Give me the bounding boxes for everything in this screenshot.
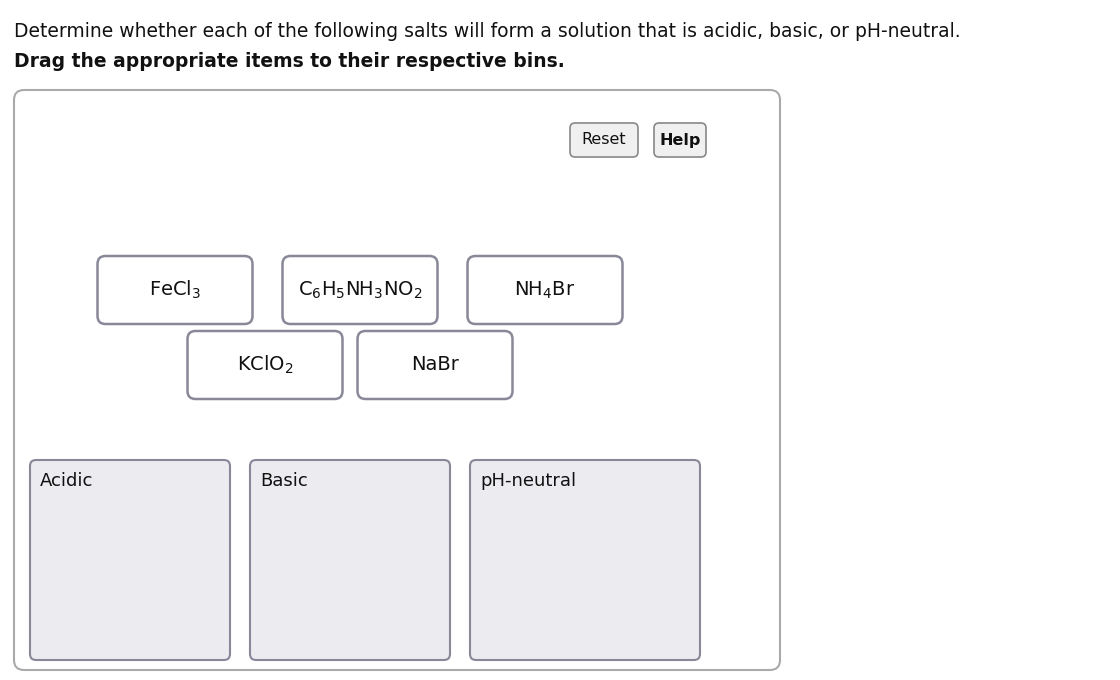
Text: NH$_4$Br: NH$_4$Br [514, 279, 576, 301]
FancyBboxPatch shape [654, 123, 706, 157]
Text: FeCl$_3$: FeCl$_3$ [149, 279, 200, 301]
FancyBboxPatch shape [13, 90, 780, 670]
FancyBboxPatch shape [467, 256, 623, 324]
FancyBboxPatch shape [282, 256, 438, 324]
Text: pH-neutral: pH-neutral [480, 472, 576, 490]
FancyBboxPatch shape [470, 460, 700, 660]
Text: Drag the appropriate items to their respective bins.: Drag the appropriate items to their resp… [13, 52, 564, 71]
FancyBboxPatch shape [357, 331, 513, 399]
FancyBboxPatch shape [30, 460, 230, 660]
Text: C$_6$H$_5$NH$_3$NO$_2$: C$_6$H$_5$NH$_3$NO$_2$ [298, 279, 422, 301]
Text: Acidic: Acidic [40, 472, 93, 490]
Text: Basic: Basic [260, 472, 308, 490]
FancyBboxPatch shape [97, 256, 252, 324]
FancyBboxPatch shape [250, 460, 450, 660]
Text: NaBr: NaBr [411, 356, 459, 375]
FancyBboxPatch shape [187, 331, 343, 399]
Text: Reset: Reset [581, 133, 626, 148]
Text: Determine whether each of the following salts will form a solution that is acidi: Determine whether each of the following … [13, 22, 961, 41]
FancyBboxPatch shape [570, 123, 638, 157]
Text: Help: Help [660, 133, 701, 148]
Text: KClO$_2$: KClO$_2$ [236, 354, 293, 376]
